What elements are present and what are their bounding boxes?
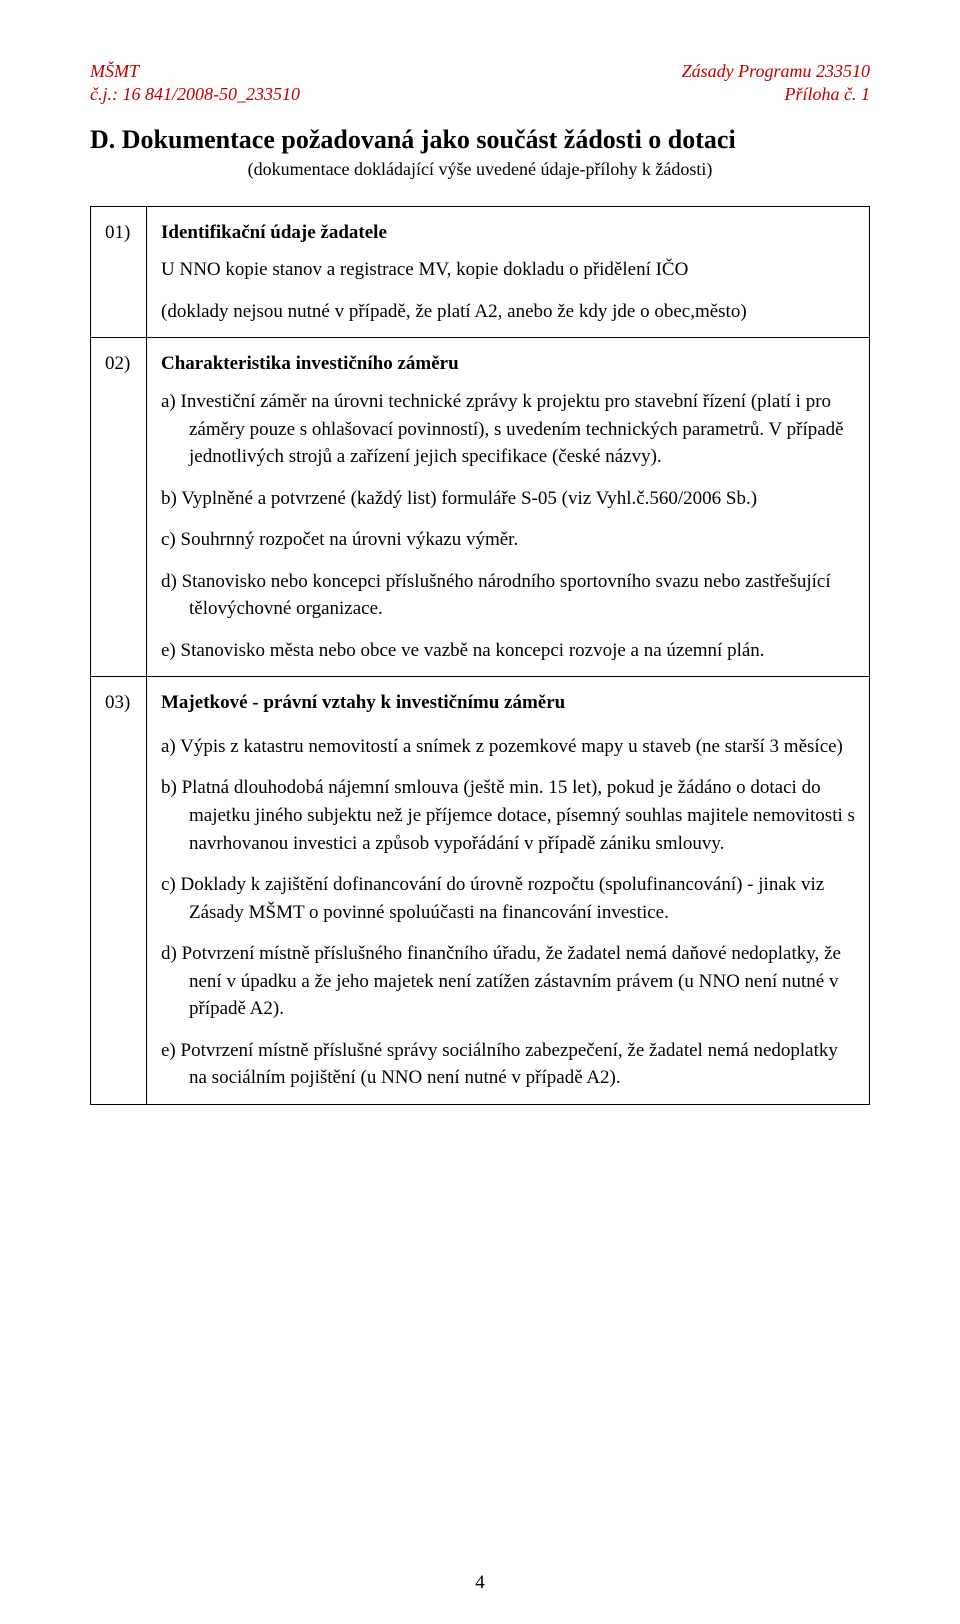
row-item-e: e) Potvrzení místně příslušné správy soc… — [161, 1037, 855, 1092]
row-content: Majetkové - právní vztahy k investičnímu… — [147, 677, 870, 1105]
row-content: Identifikační údaje žadatele U NNO kopie… — [147, 206, 870, 338]
row-paragraph: U NNO kopie stanov a registrace MV, kopi… — [161, 256, 855, 284]
header-left: MŠMT č.j.: 16 841/2008-50_233510 — [90, 60, 300, 107]
requirements-table: 01) Identifikační údaje žadatele U NNO k… — [90, 206, 870, 1105]
row-item-a: a) Výpis z katastru nemovitostí a snímek… — [161, 733, 855, 761]
row-number: 01) — [91, 206, 147, 338]
row-item-c: c) Souhrnný rozpočet na úrovni výkazu vý… — [161, 526, 855, 554]
row-item-b: b) Platná dlouhodobá nájemní smlouva (je… — [161, 774, 855, 857]
page-header: MŠMT č.j.: 16 841/2008-50_233510 Zásady … — [90, 60, 870, 107]
table-row: 02) Charakteristika investičního záměru … — [91, 338, 870, 677]
row-item-b: b) Vyplněné a potvrzené (každý list) for… — [161, 485, 855, 513]
row-heading: Charakteristika investičního záměru — [161, 350, 855, 378]
row-paragraph: (doklady nejsou nutné v případě, že plat… — [161, 298, 855, 326]
row-number: 02) — [91, 338, 147, 677]
row-content: Charakteristika investičního záměru a) I… — [147, 338, 870, 677]
page: MŠMT č.j.: 16 841/2008-50_233510 Zásady … — [0, 0, 960, 1624]
section-title: D. Dokumentace požadovaná jako součást ž… — [90, 125, 870, 155]
row-number: 03) — [91, 677, 147, 1105]
row-item-d: d) Stanovisko nebo koncepci příslušného … — [161, 568, 855, 623]
header-left-line2: č.j.: 16 841/2008-50_233510 — [90, 83, 300, 106]
row-item-c: c) Doklady k zajištění dofinancování do … — [161, 871, 855, 926]
header-right-line1: Zásady Programu 233510 — [682, 60, 870, 83]
header-right: Zásady Programu 233510 Příloha č. 1 — [682, 60, 870, 107]
table-row: 03) Majetkové - právní vztahy k investič… — [91, 677, 870, 1105]
header-left-line1: MŠMT — [90, 60, 300, 83]
page-number: 4 — [0, 1572, 960, 1594]
row-heading: Identifikační údaje žadatele — [161, 219, 855, 247]
row-item-a: a) Investiční záměr na úrovni technické … — [161, 388, 855, 471]
row-item-d: d) Potvrzení místně příslušného finanční… — [161, 940, 855, 1023]
section-subtitle: (dokumentace dokládající výše uvedené úd… — [90, 159, 870, 180]
row-heading: Majetkové - právní vztahy k investičnímu… — [161, 689, 855, 717]
header-right-line2: Příloha č. 1 — [682, 83, 870, 106]
table-row: 01) Identifikační údaje žadatele U NNO k… — [91, 206, 870, 338]
row-item-e: e) Stanovisko města nebo obce ve vazbě n… — [161, 637, 855, 665]
